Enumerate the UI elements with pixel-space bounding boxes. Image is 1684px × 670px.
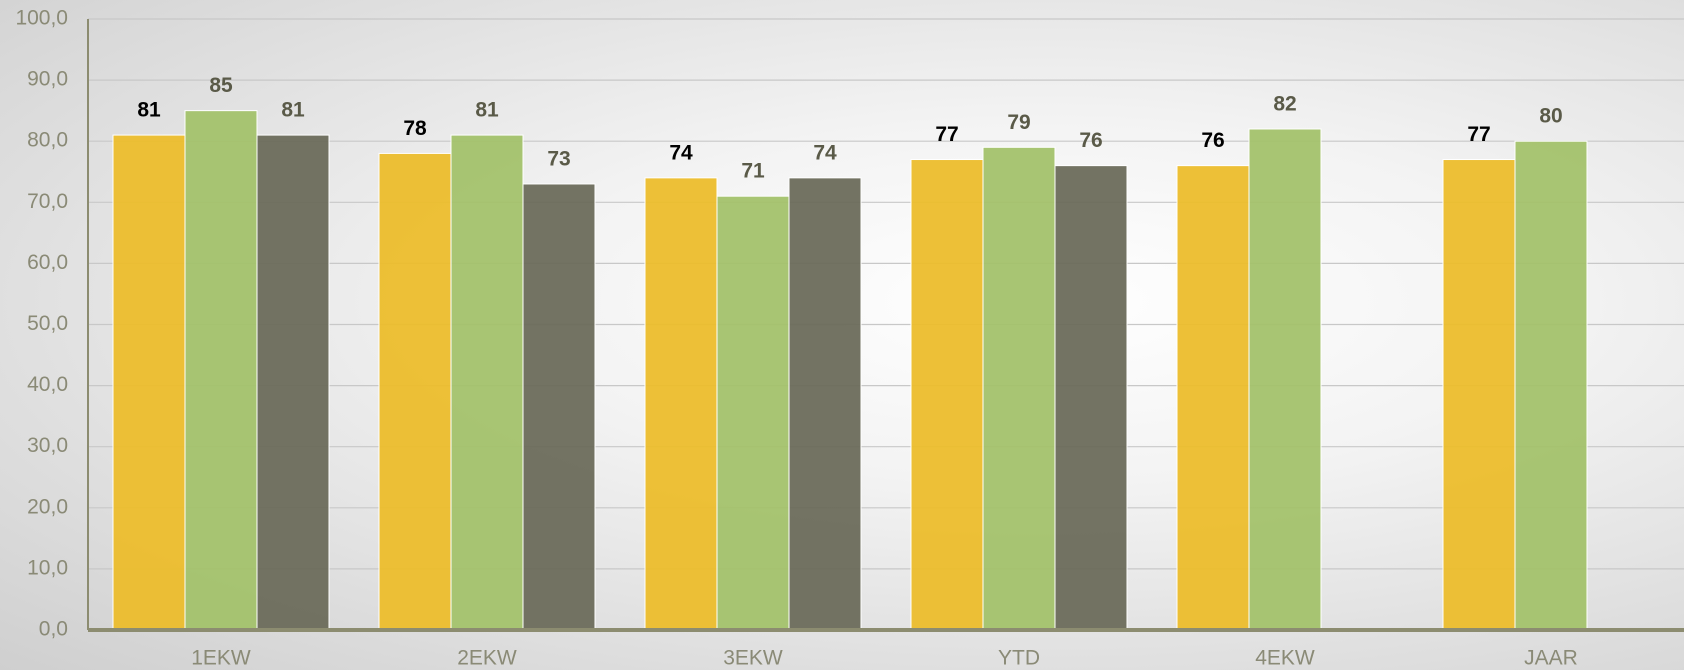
bar: [450, 134, 524, 631]
y-tick-label: 20,0: [27, 495, 68, 518]
bar: [112, 134, 186, 631]
bar: [910, 159, 984, 631]
bar: [1176, 165, 1250, 631]
data-label: 74: [813, 141, 837, 164]
bar: [1514, 140, 1588, 631]
data-label: 79: [1007, 111, 1030, 134]
data-label: 78: [403, 117, 427, 140]
y-tick-label: 30,0: [27, 434, 68, 457]
bar: [1054, 165, 1128, 631]
x-tick-label: YTD: [998, 647, 1040, 670]
x-tick-label: JAAR: [1524, 647, 1578, 670]
data-label: 82: [1273, 93, 1296, 116]
data-label: 74: [669, 141, 693, 164]
bar: [1248, 128, 1322, 631]
y-tick-label: 70,0: [27, 190, 68, 213]
bar: [256, 134, 330, 631]
data-label: 81: [137, 99, 161, 122]
y-tick-label: 60,0: [27, 251, 68, 274]
x-tick-label: 3EKW: [723, 647, 783, 670]
data-label: 71: [741, 160, 765, 183]
y-tick-label: 0,0: [39, 618, 68, 641]
bar: [716, 195, 790, 631]
data-label: 76: [1079, 129, 1102, 152]
bar: [522, 183, 596, 631]
y-tick-label: 90,0: [27, 68, 68, 91]
data-label: 77: [935, 123, 958, 146]
bar: [184, 110, 258, 631]
data-label: 81: [475, 99, 499, 122]
y-tick-label: 50,0: [27, 312, 68, 335]
y-tick-label: 10,0: [27, 556, 68, 579]
bar: [378, 152, 452, 631]
bar: [644, 177, 718, 631]
bar: [788, 177, 862, 631]
data-label: 80: [1539, 105, 1562, 128]
y-tick-label: 40,0: [27, 373, 68, 396]
data-label: 77: [1467, 123, 1490, 146]
bar: [1442, 159, 1516, 631]
data-label: 73: [547, 148, 570, 171]
data-label: 85: [209, 74, 233, 97]
y-tick-label: 80,0: [27, 129, 68, 152]
data-label: 81: [281, 99, 305, 122]
x-tick-label: 1EKW: [191, 647, 251, 670]
data-label: 76: [1201, 129, 1224, 152]
x-tick-label: 4EKW: [1255, 647, 1315, 670]
y-tick-label: 100,0: [15, 7, 68, 30]
bar: [982, 146, 1056, 631]
x-tick-label: 2EKW: [457, 647, 517, 670]
